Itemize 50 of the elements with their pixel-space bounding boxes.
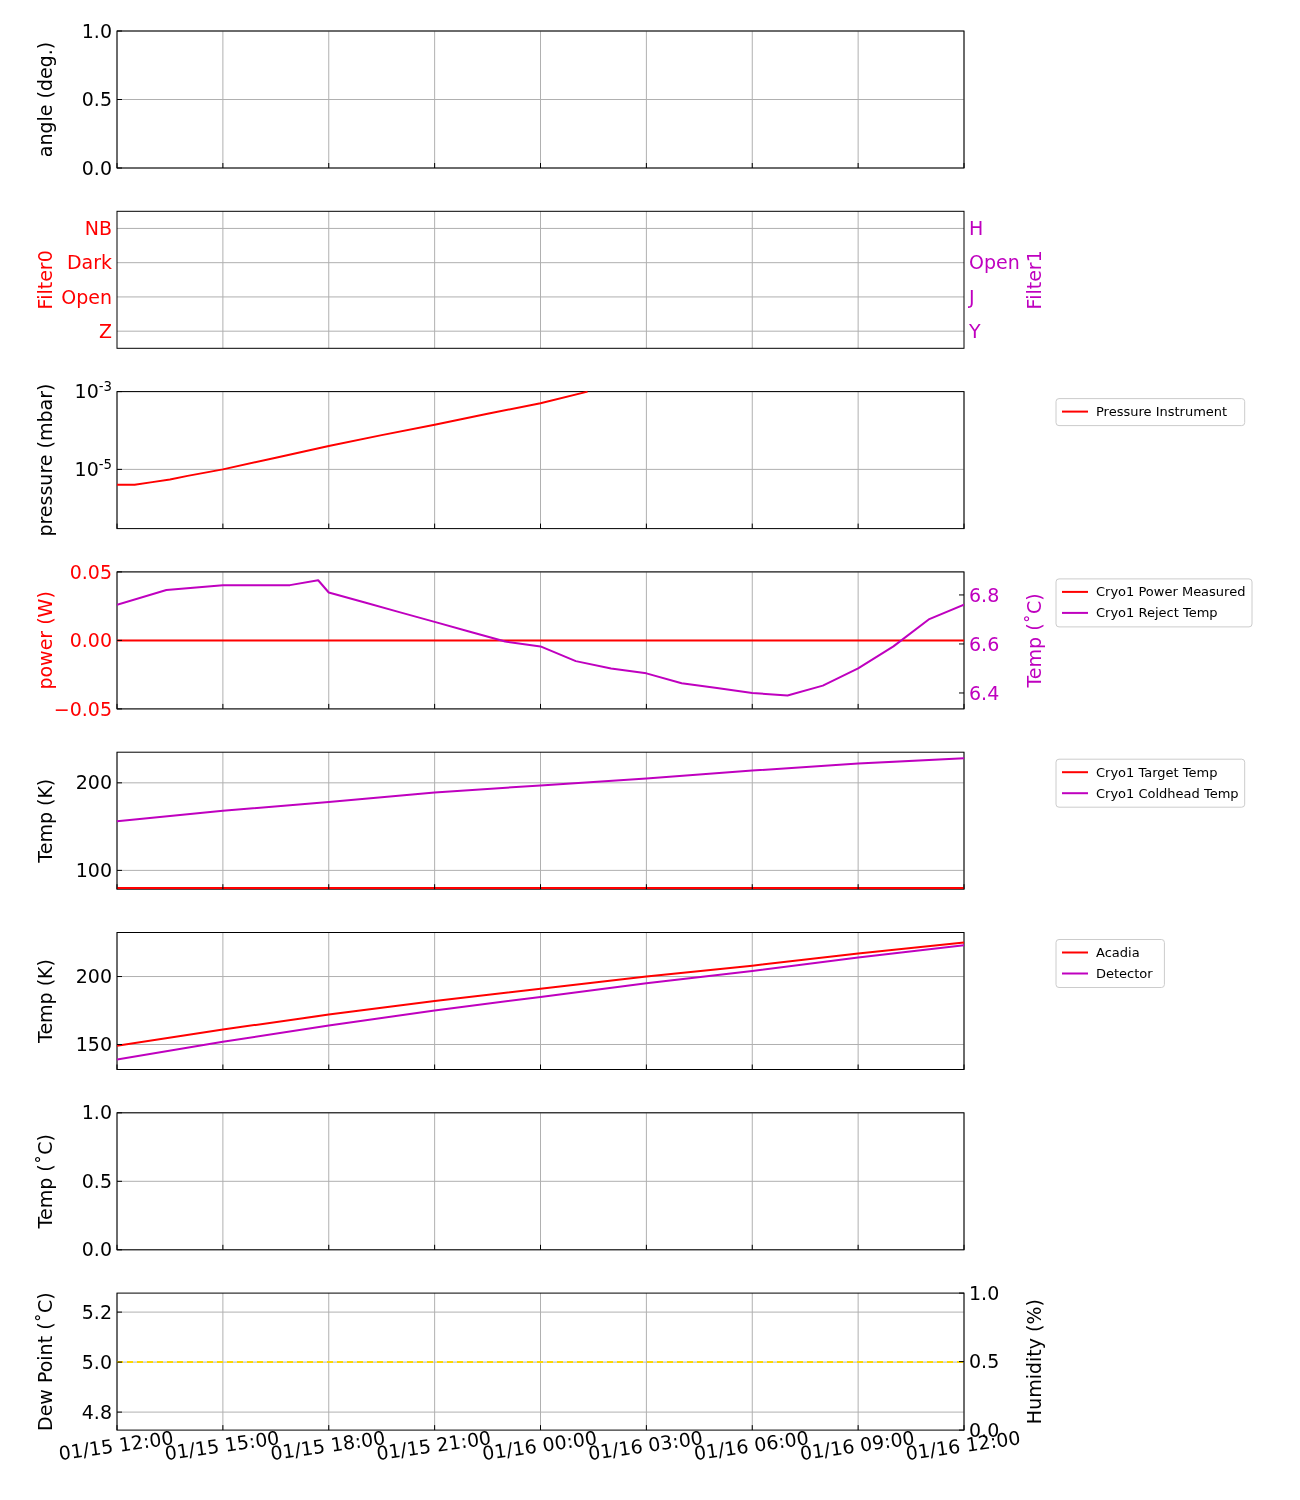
y-tick-label: 0.0: [81, 1238, 112, 1261]
category-label: Open: [969, 251, 1020, 274]
y-tick-label: 1.0: [81, 19, 112, 42]
category-label: H: [969, 217, 984, 240]
y-axis-title: Temp (K): [34, 778, 56, 864]
y2-tick-label: 6.8: [969, 583, 1000, 606]
y-tick-label: 150: [75, 1033, 112, 1056]
y-axis-title: pressure (mbar): [34, 383, 56, 537]
y-axis-title: angle (deg.): [34, 41, 56, 158]
y-tick-label: 0.00: [69, 629, 112, 652]
y-tick-label: 4.8: [81, 1400, 112, 1423]
y-axis-title: Temp (K): [34, 959, 56, 1044]
y-tick-label: 200: [75, 771, 112, 794]
y-axis-title: Temp (˚C): [34, 1134, 56, 1230]
y2-axis-title: Humidity (%): [1023, 1299, 1045, 1425]
legend-label: Cryo1 Reject Temp: [1096, 605, 1218, 621]
y-tick-label: 0.0: [81, 156, 112, 179]
text: Filter0: [34, 250, 56, 310]
category-label: Open: [61, 285, 112, 308]
y-axis-title: Dew Point (˚C): [34, 1292, 56, 1431]
category-label: Z: [98, 319, 112, 342]
y-tick-label: 0.05: [69, 560, 112, 583]
y-tick-label: 10$^{-5}$: [74, 456, 112, 481]
line-series: [117, 757, 964, 823]
category-label: Y: [969, 319, 981, 342]
legend-label: Cryo1 Power Measured: [1096, 584, 1246, 600]
category-label: NB: [84, 217, 112, 240]
legend-label: Acadia: [1096, 945, 1140, 961]
y2-tick-label: 0.5: [969, 1350, 1000, 1373]
y2-tick-label: 6.6: [969, 632, 1000, 655]
y-tick-label: 10$^{-3}$: [74, 378, 112, 403]
legend-label: Cryo1 Coldhead Temp: [1096, 785, 1239, 801]
y-tick-label: −0.05: [53, 697, 112, 720]
legend-label: Cryo1 Target Temp: [1096, 764, 1218, 780]
category-label: Dark: [66, 251, 112, 274]
y-tick-label: 0.5: [81, 1169, 112, 1192]
y-tick-label: 0.5: [81, 88, 112, 111]
legend-label: Detector: [1096, 966, 1154, 982]
category-label: J: [969, 285, 975, 308]
y2-axis-title: Temp (˚C): [1023, 593, 1045, 689]
y-axis-title: power (W): [34, 591, 56, 690]
y-tick-label: 5.2: [81, 1300, 112, 1323]
legend-label: Pressure Instrument: [1096, 404, 1228, 420]
y2-tick-label: 6.4: [969, 681, 1000, 704]
text: Filter1: [1023, 250, 1045, 310]
y-tick-label: 1.0: [81, 1101, 112, 1124]
y-tick-label: 100: [75, 859, 112, 882]
y-tick-label: 5.0: [81, 1350, 112, 1373]
y-tick-label: 200: [75, 965, 112, 988]
y2-tick-label: 1.0: [969, 1281, 1000, 1304]
